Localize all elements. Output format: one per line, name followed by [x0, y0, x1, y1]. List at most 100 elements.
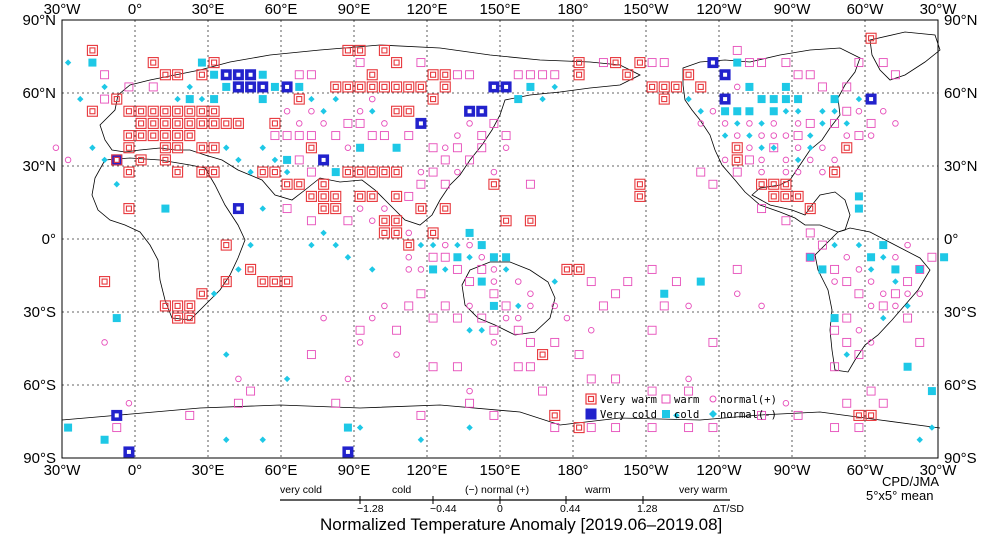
normal-plus-marker: [819, 144, 826, 151]
very-cold-marker-inner: [467, 109, 472, 114]
very-warm-marker: [159, 300, 171, 312]
normal-minus-marker: [721, 132, 729, 139]
cold-marker: [940, 253, 949, 262]
very-warm-marker: [269, 117, 281, 129]
normal-minus-marker: [417, 436, 425, 443]
normal-minus-marker: [283, 375, 291, 383]
very-warm-marker-inner: [576, 71, 583, 78]
very-warm-marker-inner: [320, 193, 327, 200]
very-warm-marker: [172, 166, 184, 178]
cold-marker: [696, 277, 705, 286]
warm-marker: [294, 131, 304, 141]
normal-minus-marker: [442, 266, 449, 273]
very-warm-marker-inner: [417, 83, 424, 90]
normal-minus-marker: [539, 95, 546, 103]
normal-plus-marker: [758, 132, 765, 139]
lon-label-bottom: 30°E: [192, 462, 225, 479]
warm-marker: [830, 423, 840, 433]
warm-swatch-icon: [661, 394, 671, 404]
warm-marker: [233, 398, 243, 408]
very-warm-label: Very warm: [600, 394, 657, 406]
cold-marker: [283, 155, 292, 164]
warm-marker: [781, 58, 791, 68]
warm-marker: [343, 216, 353, 226]
warm-marker: [744, 58, 754, 68]
warm-marker: [598, 58, 608, 68]
warm-marker: [525, 362, 535, 372]
normal-plus-marker: [782, 400, 790, 407]
very-warm-marker-inner: [357, 47, 364, 54]
normal-plus-marker: [52, 144, 60, 151]
very-warm-marker: [269, 166, 281, 178]
normal-plus-marker: [758, 168, 765, 176]
normal-minus-marker: [174, 95, 181, 103]
very-warm-marker: [172, 142, 184, 154]
normal-minus-marker: [308, 241, 315, 249]
very-warm-marker-inner: [369, 169, 376, 176]
warm-marker: [477, 313, 487, 323]
warm-marker: [830, 362, 840, 372]
cold-marker: [477, 241, 486, 250]
very-warm-marker: [184, 130, 196, 142]
warm-marker: [100, 94, 110, 104]
normal-plus-marker: [356, 339, 364, 346]
normal-plus-marker: [466, 387, 473, 395]
warm-marker: [842, 337, 852, 347]
normal-plus-marker: [101, 339, 108, 346]
very-warm-marker: [768, 190, 780, 202]
scale-threshold-0: −1.28: [357, 503, 384, 515]
very-warm-marker-inner: [150, 108, 157, 115]
normal-minus-marker: [515, 302, 522, 310]
very-warm-marker: [439, 203, 451, 215]
very-warm-marker-inner: [393, 108, 400, 115]
cold-marker: [295, 82, 304, 91]
very-warm-marker: [342, 166, 354, 178]
warm-marker: [416, 58, 426, 68]
normal-plus-marker: [734, 83, 741, 91]
very-warm-marker-inner: [490, 181, 497, 188]
very-warm-marker-inner: [162, 71, 169, 78]
normal-plus-marker: [588, 327, 595, 334]
very-warm-marker: [86, 44, 98, 56]
warm-marker: [525, 179, 535, 189]
very-warm-marker-inner: [235, 120, 242, 127]
very-warm-marker-inner: [868, 412, 875, 419]
normal-plus-marker: [721, 156, 729, 164]
warm-marker: [854, 350, 864, 360]
warm-marker: [647, 325, 657, 335]
very-warm-marker: [415, 203, 427, 215]
normal-plus-marker: [502, 144, 510, 151]
normal-plus-marker: [880, 290, 887, 298]
very-warm-marker-inner: [223, 120, 230, 127]
normal-plus-marker: [417, 266, 425, 273]
normal-plus-marker: [855, 327, 863, 334]
very-warm-marker-inner: [211, 108, 218, 115]
very-warm-marker: [634, 57, 646, 69]
warm-marker: [890, 70, 900, 80]
lon-label-top: 180°: [557, 1, 588, 18]
warm-marker: [842, 82, 852, 92]
cold-marker: [867, 253, 876, 262]
warm-marker: [830, 264, 840, 274]
normal-minus-marker: [928, 424, 936, 431]
very-warm-marker: [281, 276, 293, 288]
very-warm-marker-inner: [211, 120, 218, 127]
very-warm-marker-inner: [223, 242, 230, 249]
very-warm-marker: [804, 203, 816, 215]
lon-label-bottom: 60°W: [847, 462, 885, 479]
north-america-coast: [682, 47, 861, 233]
normal-minus-marker: [308, 95, 315, 103]
warm-marker: [550, 423, 560, 433]
warm-marker: [428, 167, 438, 177]
very-warm-marker: [99, 276, 111, 288]
normal-plus-marker: [904, 241, 911, 249]
very-cold-marker-inner: [260, 84, 265, 89]
warm-marker: [465, 398, 475, 408]
very-warm-marker: [318, 178, 330, 190]
cold-marker: [526, 82, 535, 91]
very-warm-marker: [537, 349, 549, 361]
normal-plus-marker: [320, 120, 327, 127]
very-warm-marker: [159, 154, 171, 166]
normal-minus-marker: [673, 412, 680, 419]
normal-plus-marker: [770, 120, 778, 127]
